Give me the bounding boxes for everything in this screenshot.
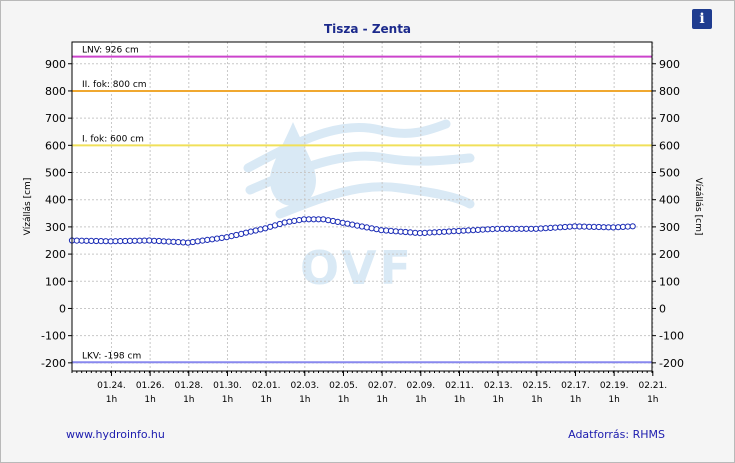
x-tick-hour: 1h [106,395,117,405]
x-tick-hour: 1h [647,395,658,405]
series-point [392,228,399,235]
x-tick-hour: 1h [144,395,155,405]
plot-area [72,42,652,371]
y-tick-label: -200 [659,357,684,370]
x-tick-date: 02.13. [484,381,513,391]
x-tick-date: 02.07. [368,381,397,391]
x-tick-hour: 1h [570,395,581,405]
reference-line-label: II. fok: 800 cm [82,80,147,90]
y-tick-label: -100 [659,330,684,343]
x-tick-date: 01.30. [213,381,242,391]
x-tick-date: 02.09. [406,381,435,391]
x-tick-hour: 1h [492,395,503,405]
y-tick-label: 0 [59,302,66,315]
reference-lines: LNV: 926 cm II. fok: 800 cm I. fok: 600 cm… [72,46,652,364]
x-tick-hour: 1h [415,395,426,405]
series-point [247,228,254,235]
x-tick-hour: 1h [222,395,233,405]
y-tick-label: 900 [659,58,680,71]
x-tick-date: 02.19. [600,381,629,391]
x-tick-date: 01.28. [174,381,203,391]
y-tick-label: 800 [45,85,66,98]
y-tick-label: 600 [45,139,66,152]
y-tick-label: 400 [659,194,680,207]
series-point [339,219,346,226]
series-point [349,221,356,228]
series-point [566,223,573,230]
series-point [189,238,196,246]
ovf-watermark: OVF [243,119,475,295]
x-tick-hour: 1h [338,395,349,405]
reference-line-label: LNV: 926 cm [82,46,139,56]
hydroinfo-link[interactable]: www.hydroinfo.hu [66,428,165,441]
y-tick-label: 600 [659,139,680,152]
y-tick-label: 500 [659,167,680,180]
series-point [218,234,225,241]
x-tick-date: 02.01. [252,381,281,391]
x-tick-hour: 1h [260,395,271,405]
series-point [233,231,240,239]
y-axis-label-right: Vízállás [cm] [693,178,703,236]
y-tick-label: 700 [659,112,680,125]
x-axis: 01.24. 1h 01.26. 1h 01.28. 1h 01.30. 1h 02.01. 1h… [71,371,667,405]
x-tick-hour: 1h [454,395,465,405]
x-tick-date: 01.24. [97,381,126,391]
series-point [329,217,337,225]
reference-line-label: I. fok: 600 cm [82,134,144,144]
y-axis-label-left: Vízállás [cm] [23,178,33,236]
y-tick-label: -200 [41,357,66,370]
y-axis-left: -200 -100 0 100 200 300 400 500 600 700 800 900 [41,58,72,370]
y-tick-label: 300 [659,221,680,234]
chart-title: Tisza - Zenta [323,22,412,36]
info-icon[interactable]: i [692,9,712,29]
series-point [320,216,327,223]
x-tick-date: 02.15. [522,381,551,391]
y-tick-label: 900 [45,58,66,71]
series-point [358,223,366,230]
data-source-credit: Adatforrás: RHMS [568,428,665,441]
x-tick-hour: 1h [299,395,310,405]
series-point [407,229,414,236]
y-axis-right: -200 -100 0 100 200 300 400 500 600 700 800 900 [652,58,684,370]
series-point [354,222,361,229]
watermark-drop-icon [270,122,316,206]
x-tick-hour: 1h [376,395,387,405]
series-point [204,236,211,243]
series-point [629,223,636,230]
y-tick-label: 400 [45,194,66,207]
series-point [291,217,298,224]
series-point [334,218,341,225]
y-tick-label: 300 [45,221,66,234]
y-tick-label: 200 [659,248,680,261]
reference-line-label: LKV: -198 cm [82,351,141,361]
y-tick-label: 100 [659,275,680,288]
x-tick-date: 02.05. [329,381,358,391]
x-tick-date: 02.17. [561,381,590,391]
y-tick-label: 700 [45,112,66,125]
x-tick-date: 01.26. [136,381,165,391]
series-point [363,224,370,231]
y-tick-label: 800 [659,85,680,98]
x-tick-date: 02.21. [638,381,667,391]
y-tick-label: 0 [659,302,666,315]
x-tick-hour: 1h [531,395,542,405]
watermark-wave-2 [245,151,475,195]
watermark-wave-3 [275,182,475,219]
x-tick-date: 02.11. [445,381,474,391]
watermark-wave-1 [243,119,451,173]
y-tick-label: 500 [45,167,66,180]
x-tick-date: 02.03. [290,381,319,391]
y-tick-label: -100 [41,330,66,343]
series-point [368,225,375,232]
watermark-text: OVF [300,241,414,295]
series-water-level [68,216,636,246]
y-tick-label: 100 [45,275,66,288]
y-tick-label: 200 [45,248,66,261]
x-tick-hour: 1h [183,395,194,405]
x-tick-hour: 1h [608,395,619,405]
series-point [344,220,351,227]
